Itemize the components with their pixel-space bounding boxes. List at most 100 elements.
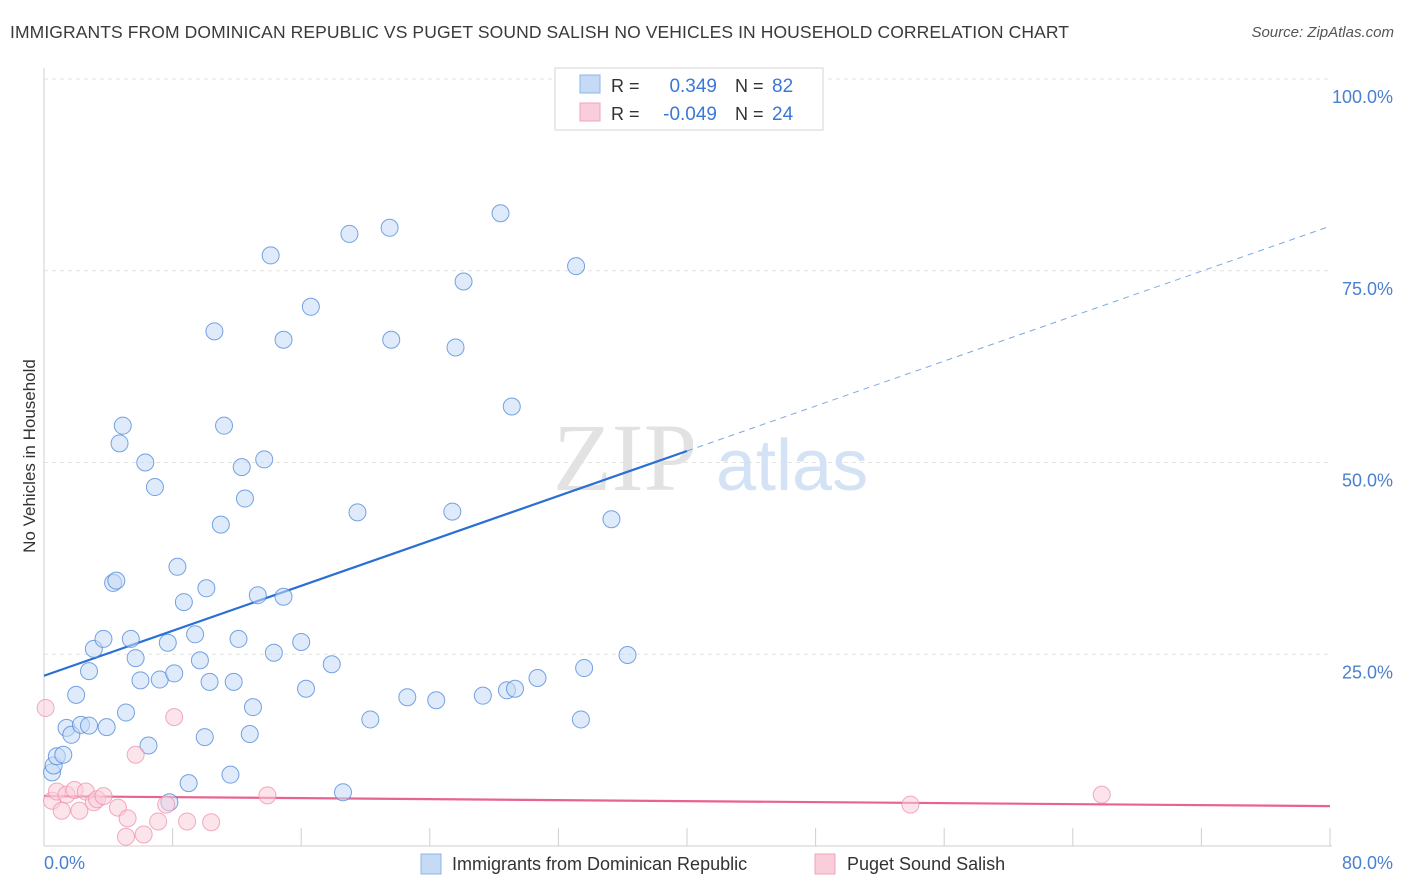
data-point-dominican (322, 655, 341, 674)
trend-line-pink (43, 795, 1331, 808)
data-point-salish (165, 708, 184, 727)
data-point-dominican (618, 646, 637, 665)
data-point-dominican (274, 587, 293, 606)
data-point-dominican (121, 629, 140, 648)
data-point-dominican (158, 633, 177, 652)
data-point-salish (126, 745, 145, 764)
tick-labels: 25.0% 50.0% 75.0% 100.0% 0.0% 80.0% (44, 87, 1393, 873)
data-point-dominican (301, 297, 320, 316)
legend-label-blue: Immigrants from Dominican Republic (452, 854, 747, 874)
y-tick-label: 100.0% (1332, 87, 1393, 107)
data-point-salish (116, 827, 135, 846)
data-point-dominican (195, 728, 214, 747)
data-point-salish (901, 795, 920, 814)
stats-r-value-1: 0.349 (669, 76, 717, 97)
data-point-dominican (340, 224, 359, 243)
data-point-dominican (571, 710, 590, 729)
data-point-dominican (427, 691, 446, 710)
data-point-salish (258, 786, 277, 805)
stats-r-value-2: -0.049 (663, 104, 717, 125)
stats-n-value-1: 82 (772, 76, 793, 97)
data-point-dominican (473, 686, 492, 705)
data-point-dominican (382, 330, 401, 349)
stats-n-label-1: N = (735, 76, 764, 96)
data-point-dominican (274, 330, 293, 349)
data-point-dominican (292, 632, 311, 651)
data-point-dominican (126, 649, 145, 668)
data-point-dominican (168, 557, 187, 576)
source-label: Source: ZipAtlas.com (1251, 24, 1394, 41)
data-point-dominican (200, 672, 219, 691)
data-point-dominican (491, 204, 510, 223)
watermark-zip: ZIP (553, 404, 697, 511)
data-point-dominican (243, 698, 262, 717)
data-point-dominican (446, 338, 465, 357)
data-point-dominican (361, 710, 380, 729)
legend-swatch-pink (814, 853, 836, 875)
data-point-dominican (97, 718, 116, 737)
legend-swatch-blue (420, 853, 442, 875)
watermark-atlas: atlas (716, 426, 868, 506)
data-point-dominican (165, 664, 184, 683)
data-point-dominican (443, 502, 462, 521)
data-point-dominican (505, 679, 524, 698)
data-point-dominican (380, 218, 399, 237)
trend-line-blue (43, 449, 688, 677)
data-point-dominican (136, 453, 155, 472)
data-point-dominican (107, 571, 126, 590)
data-point-dominican (174, 593, 193, 612)
y-tick-label: 25.0% (1342, 662, 1393, 682)
data-point-dominican (333, 783, 352, 802)
bottom-legend: Immigrants from Dominican Republic Puget… (420, 853, 1005, 875)
chart-title: IMMIGRANTS FROM DOMINICAN REPUBLIC VS PU… (10, 22, 1070, 42)
data-point-dominican (264, 643, 283, 662)
data-points (36, 204, 1111, 846)
data-point-dominican (80, 662, 99, 681)
stats-r-label-1: R = (611, 76, 640, 96)
watermark: ZIP atlas (553, 404, 868, 511)
data-point-dominican (232, 458, 251, 477)
data-point-dominican (54, 745, 73, 764)
data-point-dominican (502, 397, 521, 416)
data-point-dominican (205, 322, 224, 341)
x-tick-label: 80.0% (1342, 853, 1393, 873)
data-point-dominican (348, 503, 367, 522)
data-point-dominican (221, 765, 240, 784)
data-point-dominican (528, 669, 547, 688)
data-point-dominican (197, 579, 216, 598)
y-tick-label: 50.0% (1342, 471, 1393, 491)
data-point-salish (52, 801, 71, 820)
data-point-dominican (94, 629, 113, 648)
data-point-dominican (110, 434, 129, 453)
stats-n-value-2: 24 (772, 104, 794, 125)
data-point-dominican (235, 489, 254, 508)
data-point-dominican (190, 651, 209, 670)
data-point-salish (134, 825, 153, 844)
data-point-salish (157, 795, 176, 814)
data-point-dominican (240, 725, 259, 744)
data-point-dominican (297, 679, 316, 698)
data-point-salish (1092, 785, 1111, 804)
legend-label-pink: Puget Sound Salish (847, 854, 1005, 874)
data-point-dominican (229, 629, 248, 648)
y-tick-label: 75.0% (1342, 279, 1393, 299)
data-point-salish (202, 813, 221, 832)
data-point-dominican (398, 688, 417, 707)
data-point-salish (94, 787, 113, 806)
data-point-dominican (179, 774, 198, 793)
data-point-dominican (215, 416, 234, 435)
stats-legend: R = 0.349 N = 82 R = -0.049 N = 24 (554, 67, 824, 131)
data-point-dominican (116, 703, 135, 722)
data-point-dominican (255, 450, 274, 469)
x-tick-label: 0.0% (44, 853, 85, 873)
grid-lines (44, 78, 1332, 655)
stats-swatch-pink (579, 102, 601, 122)
data-point-salish (70, 801, 89, 820)
data-point-salish (178, 812, 197, 831)
data-point-dominican (454, 272, 473, 291)
trend-line-blue-extension (686, 225, 1331, 452)
trend-lines (43, 225, 1331, 808)
data-point-salish (118, 809, 137, 828)
data-point-dominican (211, 515, 230, 534)
